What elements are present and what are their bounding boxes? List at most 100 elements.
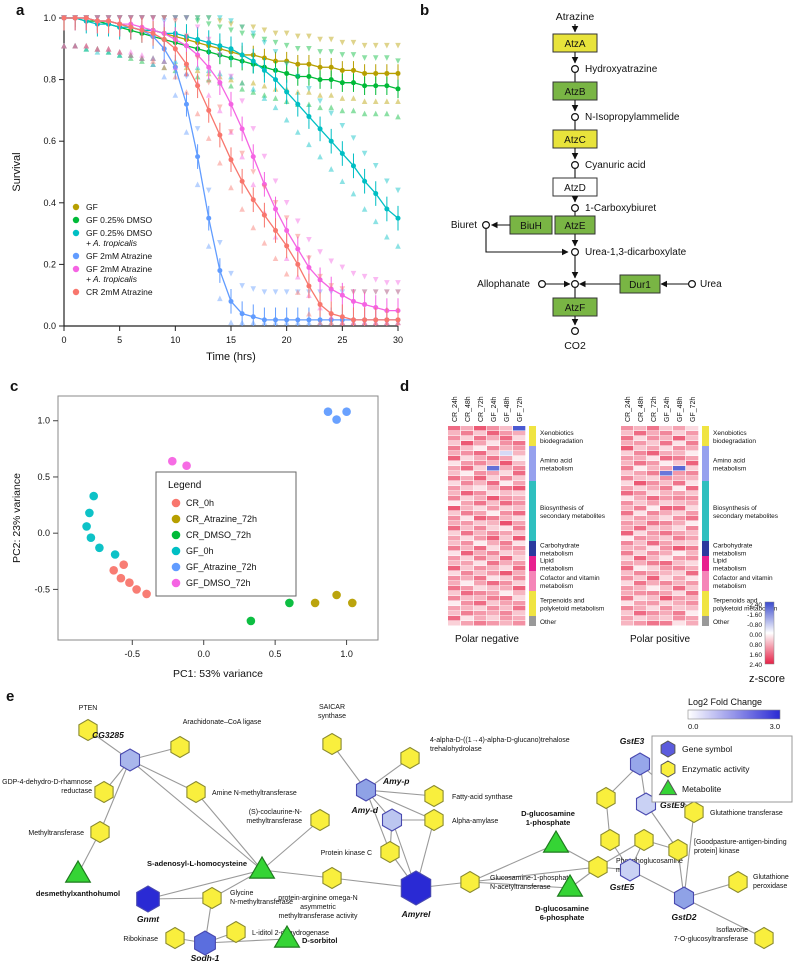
category-strip: [702, 426, 709, 446]
enzyme-node-parg: [322, 866, 342, 890]
node-label-sah: S-adenosyl-L-homocysteine: [147, 859, 247, 868]
node-label-gste5: GstE5: [610, 882, 635, 892]
category-label: secondary metabolites: [540, 513, 606, 520]
legend-item-label: Enzymatic activity: [682, 764, 750, 774]
enzyme-node-glucnac: [460, 870, 480, 894]
category-label: Xenobiotics: [713, 430, 747, 437]
metabolite-node-dglc1: [542, 829, 570, 853]
column-label: CR_72h: [651, 396, 658, 422]
category-label: Xenobiotics: [540, 430, 574, 437]
compound-label: Biuret: [451, 220, 477, 231]
node-label-amine: Amine N-methyltransferase: [212, 790, 297, 797]
node-label-gdp: GDP-4-dehydro-D-rhamnose: [2, 779, 92, 786]
survival-axes: 0 5 10 15 20 25 30 0.0 0.2 0.4 0.6 0.8 1.0 Time (hrs)…: [11, 13, 403, 363]
category-strip: [702, 556, 709, 571]
enzymatic-activity-icon: [660, 760, 676, 778]
gene-node-amyrel: [400, 870, 432, 906]
x-tick-label: 15: [226, 335, 236, 345]
x-tick-label: 1.0: [340, 649, 353, 659]
x-tick-label: 25: [337, 335, 347, 345]
enzyme-name: BiuH: [520, 221, 542, 232]
node-label-glyc: N-methyltransferase: [230, 899, 293, 906]
compound-node: [571, 204, 580, 213]
x-tick-label: -0.5: [125, 649, 141, 659]
panel-label-b: b: [420, 2, 430, 19]
y-axis-title: PC2: 23% variance: [11, 473, 23, 563]
panel-label-e: e: [6, 688, 15, 705]
column-label: CR_72h: [478, 396, 485, 422]
legend-title: Legend: [168, 480, 201, 491]
node-label-scocl: methyltransferase: [246, 818, 302, 825]
node-label-pglm: Phosphoglucosamine: [616, 858, 683, 865]
column-label: CR_24h: [625, 396, 632, 422]
category-label: Carbohydrate: [713, 543, 753, 550]
category-strip: [702, 616, 709, 626]
enzyme-node-treh: [400, 746, 420, 770]
gene-node-amyp: [355, 778, 377, 802]
category-label: Lipid: [713, 558, 727, 565]
node-label-parg: asymmetric: [300, 904, 336, 911]
category-strip: [529, 426, 536, 446]
compound-label: Urea-1,3-dicarboxylate: [585, 247, 687, 258]
gene-node-gste5: [619, 858, 641, 882]
y-tick-label: 0.2: [43, 259, 56, 269]
category-label: polyketoid metabolism: [713, 606, 777, 613]
y-tick-label: 0.0: [37, 528, 50, 538]
panel-label-d: d: [400, 378, 410, 395]
enzyme-node-pglm: [588, 855, 608, 879]
node-label-scocl: (S)-coclaurine-N-: [249, 809, 303, 816]
pathway-diagram: Atrazine AtzA Hydroxyatrazine AtzB N-Isoprop…: [451, 11, 722, 352]
legend-item-label: GF_DMSO_72h: [186, 578, 251, 588]
category-label: Biosynthesis of: [540, 505, 584, 512]
column-label: GF_24h: [664, 397, 671, 422]
category-strip: [529, 591, 536, 616]
node-label-parg: methyltransferase activity: [279, 913, 358, 920]
column-label: GF_48h: [504, 397, 511, 422]
colorbar-tick: -2.40: [747, 602, 762, 609]
scale-max-label: 3.0: [770, 722, 780, 731]
metabolite-icon: [658, 779, 678, 796]
metabolite-node-sah: [248, 855, 276, 879]
compound-node: [481, 221, 490, 230]
node-label-treh: 4-alpha-D-((1→4)-alpha-D-glucano)trehalo…: [430, 737, 570, 744]
y-tick-label: 1.0: [43, 13, 56, 23]
compound-label: Atrazine: [556, 11, 595, 23]
category-strip: [529, 481, 536, 541]
y-tick-label: 0.0: [43, 321, 56, 331]
category-label: biodegradation: [713, 438, 756, 445]
legend-item-label: Metabolite: [682, 784, 721, 794]
x-tick-label: 0.5: [269, 649, 282, 659]
category-label: polyketoid metabolism: [540, 606, 604, 613]
node-label-dglc1: 1-phosphate: [526, 818, 571, 827]
metabolite-node-dsorb: [273, 924, 301, 948]
colorbar-title: z-score: [749, 673, 785, 685]
category-label: metabolism: [540, 583, 573, 590]
enzyme-node-alpha: [424, 808, 444, 832]
colorbar-tick: 2.40: [749, 662, 762, 669]
heatmap-polar-negative: CR_24h CR_48h CR_72h GF_24h GF_48h GF_72h Xeno…: [448, 396, 606, 645]
node-label-goodp: [Goodpasture-antigen-binding: [694, 839, 787, 846]
node-label-gdp: reductase: [61, 788, 92, 795]
compound-node: [571, 161, 580, 170]
x-tick-label: 5: [117, 335, 122, 345]
node-label-gpx: Glutathione: [753, 874, 789, 881]
enzyme-node-pkc: [380, 840, 400, 864]
node-label-cg3285: CG3285: [92, 730, 124, 740]
enzyme-node-methyl: [90, 820, 110, 844]
colorbar-tick: 0.00: [749, 632, 762, 639]
category-strip: [529, 446, 536, 481]
category-label: metabolism: [540, 566, 573, 573]
colorbar-tick: 1.60: [749, 652, 762, 659]
x-tick-label: 0.0: [197, 649, 210, 659]
node-label-gpx: peroxidase: [753, 883, 787, 890]
legend-item-label: + A. tropicalis: [86, 274, 138, 284]
node-label-treh: trehalohydrolase: [430, 746, 482, 753]
node-label-gstd2: GstD2: [671, 912, 696, 922]
gene-node-cg3285: [119, 748, 141, 772]
colorbar: [764, 601, 775, 665]
category-label: Amino acid: [540, 458, 573, 465]
legend-item-label: CR_Atrazine_72h: [186, 514, 257, 524]
legend-colorbar-title: Log2 Fold Change: [688, 697, 762, 707]
enzyme-node-gdp: [94, 780, 114, 804]
node-label-methyl: Methyltransferase: [28, 830, 84, 837]
